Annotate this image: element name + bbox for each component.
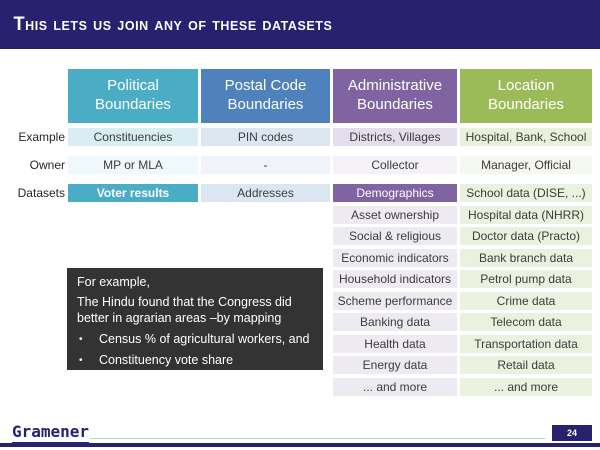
dataset-cell: Telecom data: [460, 313, 592, 331]
cell-postal-example: PIN codes: [201, 128, 330, 146]
dataset-cell: Petrol pump data: [460, 270, 592, 288]
page-number-badge: 24: [552, 425, 592, 441]
callout-bullet: • Census % of agricultural workers, and: [77, 331, 313, 348]
cell-political-owner: MP or MLA: [68, 156, 198, 174]
column-location: Location Boundaries Hospital, Bank, Scho…: [460, 69, 592, 399]
column-administrative: Administrative Boundaries Districts, Vil…: [333, 69, 457, 399]
cell-political-example: Constituencies: [68, 128, 198, 146]
cell-postal-owner: -: [201, 156, 330, 174]
dataset-cell-addresses: Addresses: [201, 184, 330, 202]
example-callout: For example, The Hindu found that the Co…: [67, 268, 323, 370]
dataset-cell: School data (DISE, ...): [460, 184, 592, 202]
dataset-cell: ... and more: [460, 377, 592, 396]
cell-location-owner: Manager, Official: [460, 156, 592, 174]
dataset-cell: Social & religious: [333, 227, 457, 245]
footer-rule: [90, 438, 545, 439]
callout-body: The Hindu found that the Congress did be…: [77, 294, 292, 326]
cell-administrative-owner: Collector: [333, 156, 457, 174]
column-postal: Postal Code Boundaries PIN codes - Addre…: [201, 69, 330, 206]
dataset-cell: Hospital data (NHRR): [460, 205, 592, 224]
cell-administrative-example: Districts, Villages: [333, 128, 457, 146]
cell-location-example: Hospital, Bank, School: [460, 128, 592, 146]
slide-title: This lets us join any of these datasets: [13, 13, 333, 35]
dataset-cell: Health data: [333, 334, 457, 353]
bullet-icon: •: [79, 333, 83, 345]
dataset-cell: Crime data: [460, 291, 592, 310]
row-label-datasets: Datasets: [17, 186, 65, 200]
callout-bullet-list: • Census % of agricultural workers, and …: [77, 331, 313, 369]
dataset-cell: ... and more: [333, 377, 457, 396]
gramener-logo: Gramener: [12, 422, 90, 444]
dataset-cell: Retail data: [460, 356, 592, 374]
callout-intro: For example,: [77, 275, 150, 289]
dataset-cell: Household indicators: [333, 270, 457, 288]
dataset-cell: Bank branch data: [460, 248, 592, 267]
footer-bottom-bar: [0, 443, 600, 447]
dataset-cell: Transportation data: [460, 334, 592, 353]
column-header-location: Location Boundaries: [460, 69, 592, 123]
dataset-cell: Economic indicators: [333, 248, 457, 267]
bullet-icon: •: [79, 354, 83, 366]
dataset-cell: Energy data: [333, 356, 457, 374]
dataset-cell-demographics: Demographics: [333, 184, 457, 202]
column-header-postal: Postal Code Boundaries: [201, 69, 330, 123]
dataset-cell: Asset ownership: [333, 205, 457, 224]
column-header-political: Political Boundaries: [68, 69, 198, 123]
dataset-cell: Doctor data (Practo): [460, 227, 592, 245]
dataset-cell: Scheme performance: [333, 291, 457, 310]
callout-bullet-text: Constituency vote share: [99, 352, 234, 367]
title-bar: This lets us join any of these datasets: [0, 0, 600, 49]
callout-bullet: • Constituency vote share: [77, 352, 313, 369]
dataset-cell: Banking data: [333, 313, 457, 331]
callout-bullet-text: Census % of agricultural workers, and: [99, 331, 310, 346]
dataset-cell-voter-results: Voter results: [68, 184, 198, 202]
column-political: Political Boundaries Constituencies MP o…: [68, 69, 198, 206]
row-label-owner: Owner: [29, 158, 65, 172]
row-label-example: Example: [18, 130, 65, 144]
column-header-administrative: Administrative Boundaries: [333, 69, 457, 123]
